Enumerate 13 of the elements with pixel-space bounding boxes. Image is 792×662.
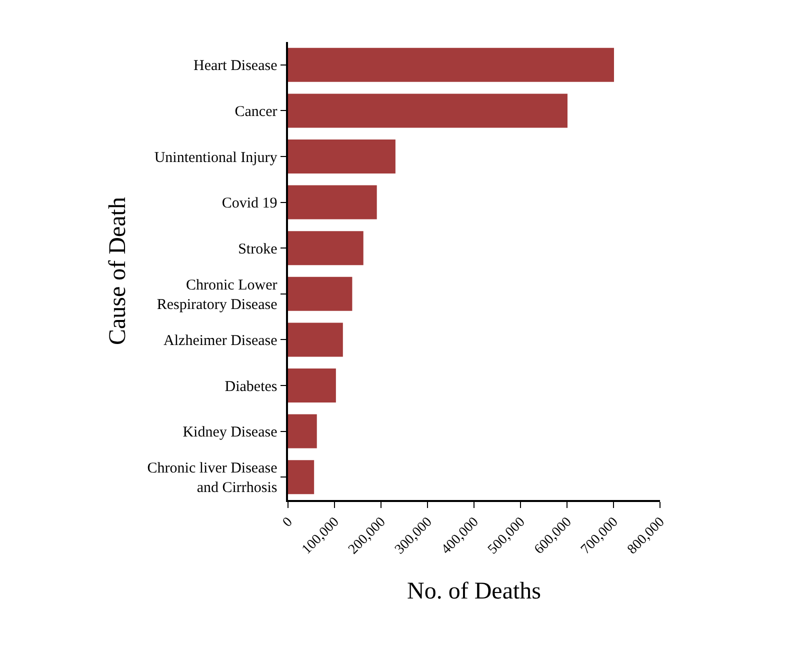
y-tick-label: Diabetes: [224, 378, 278, 395]
y-tick-label: Covid 19: [222, 196, 278, 212]
y-tick-label: Chronic Lower Respiratory Disease: [156, 277, 278, 313]
x-tick-label: 0: [280, 514, 296, 530]
y-tick-label: Stroke: [238, 241, 278, 258]
y-tick-label: Kidney Disease: [182, 424, 278, 441]
x-axis-title: No. of Deaths: [407, 578, 541, 604]
y-tick-label: Unintentional Injury: [154, 150, 278, 166]
y-tick-label: Cancer: [234, 104, 278, 120]
y-tick-label: Chronic liver Disease and Cirrhosis: [147, 460, 278, 496]
y-tick-label: Alzheimer Disease: [164, 332, 278, 349]
y-tick-label: Heart Disease: [194, 58, 278, 74]
y-axis-title: Cause of Death: [104, 197, 131, 345]
